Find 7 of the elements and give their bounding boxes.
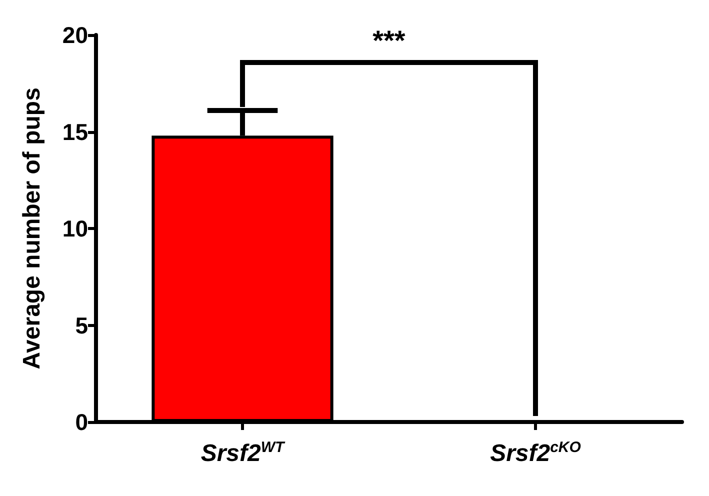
y-tick-label: 10	[62, 216, 88, 242]
y-tick-label: 5	[75, 312, 88, 338]
annotation: ***	[372, 25, 406, 56]
y-tick-label: 15	[62, 118, 88, 145]
y-axis-title: Average number of pups	[18, 88, 46, 370]
y-tick-label: 20	[62, 22, 88, 48]
y-tick-label: 0	[75, 409, 88, 435]
